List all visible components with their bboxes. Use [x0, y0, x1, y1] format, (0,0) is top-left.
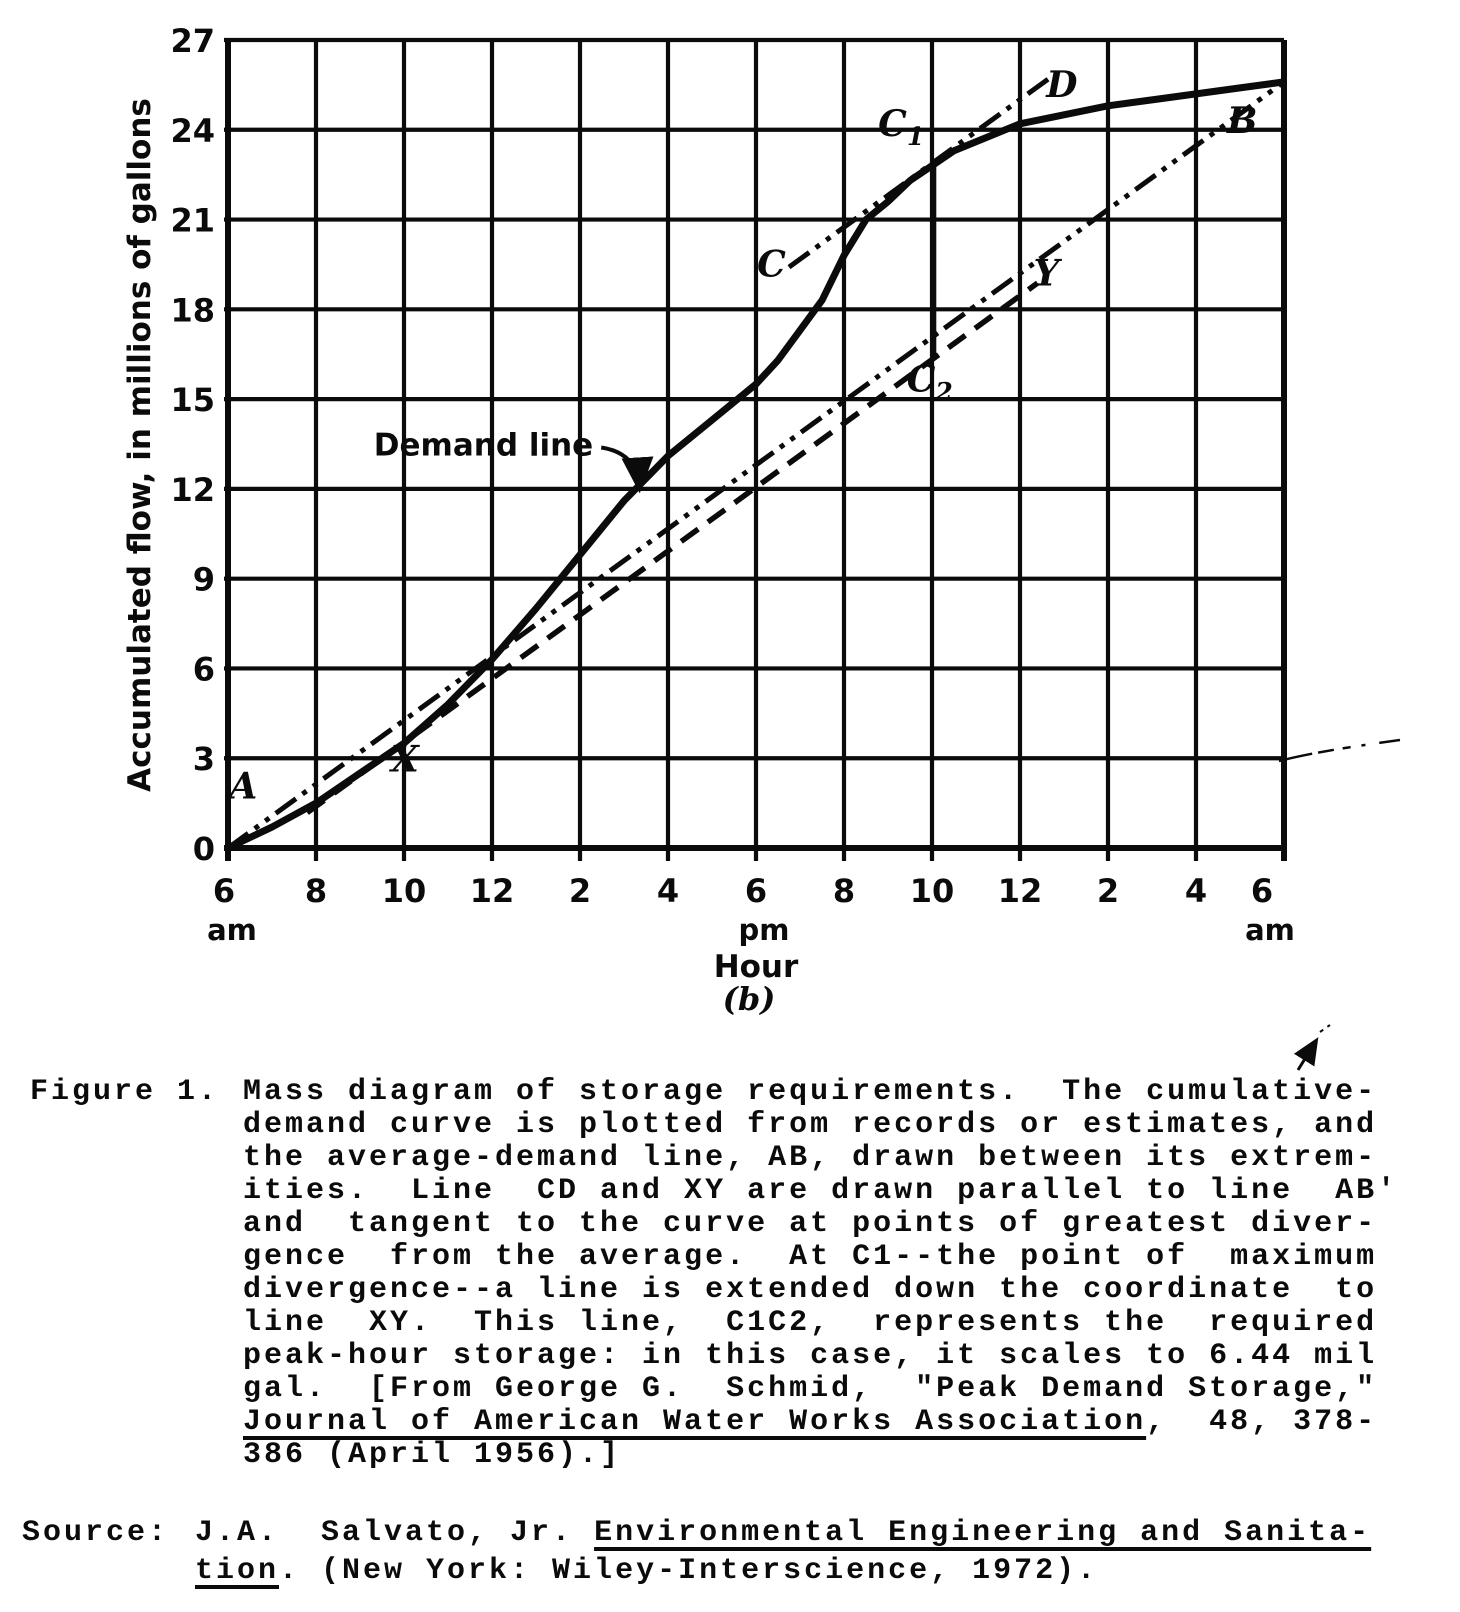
point-label-subscript: 1	[907, 122, 924, 151]
x-tick-label-10: 2	[1097, 872, 1119, 910]
point-label-C1: C1	[878, 103, 924, 151]
x-tick-sublabel-am-0: am	[207, 913, 257, 947]
y-axis-title: Accumulated flow, in millions of gallons	[122, 98, 158, 792]
text-segment: Mass diagram of storage requirements. Th…	[243, 1075, 1378, 1109]
text-segment: peak-hour storage: in this case, it scal…	[243, 1339, 1378, 1373]
y-tick-label-15: 15	[170, 381, 215, 419]
panel-label: (b)	[723, 980, 776, 1018]
text-line: peak-hour storage: in this case, it scal…	[243, 1340, 1398, 1373]
text-segment: gence from the average. At C1--the point…	[243, 1240, 1378, 1274]
text-segment: gal. [From George G. Schmid, "Peak Deman…	[243, 1372, 1378, 1406]
text-line: Mass diagram of storage requirements. Th…	[243, 1076, 1398, 1109]
text-segment: line XY. This line, C1C2, represents the…	[243, 1306, 1378, 1340]
text-segment: demand curve is plotted from records or …	[243, 1108, 1378, 1142]
underlined-text-segment: Journal of American Water Works Associat…	[243, 1405, 1147, 1439]
source-citation-body: J.A. Salvato, Jr. Environmental Engineer…	[195, 1514, 1371, 1590]
underlined-text-segment: Environmental Engineering and Sanita-	[594, 1516, 1372, 1550]
source-citation: Source: J.A. Salvato, Jr. Environmental …	[22, 1514, 1371, 1590]
point-label-C: C	[757, 243, 786, 285]
text-line: ities. Line CD and XY are drawn parallel…	[243, 1175, 1398, 1208]
annotation-arrow	[600, 445, 654, 494]
series-tangent-line-XY	[305, 280, 1040, 815]
source-label: Source:	[22, 1516, 170, 1550]
y-tick-label-6: 6	[193, 650, 215, 688]
text-segment: J.A. Salvato, Jr.	[195, 1516, 595, 1550]
text-line: and tangent to the curve at points of gr…	[243, 1208, 1398, 1241]
y-tick-label-27: 27	[170, 22, 215, 60]
x-tick-sublabel-pm-6: pm	[739, 913, 790, 947]
text-line: divergence--a line is extended down the …	[243, 1274, 1398, 1307]
figure-caption: Figure 1. Mass diagram of storage requir…	[30, 1076, 1398, 1472]
x-tick-label-9: 12	[998, 872, 1043, 910]
series-average-demand-line-AB	[226, 79, 1286, 851]
point-label-X: X	[389, 739, 421, 781]
x-tick-label-8: 10	[910, 872, 955, 910]
x-tick-label-4: 2	[569, 872, 591, 910]
y-tick-label-0: 0	[193, 830, 215, 868]
series-cumulative-demand-curve	[226, 78, 1285, 852]
text-line: gence from the average. At C1--the point…	[243, 1241, 1398, 1274]
x-tick-label-1: 8	[305, 872, 327, 910]
y-tick-label-18: 18	[170, 291, 215, 329]
text-segment: the average-demand line, AB, drawn betwe…	[243, 1141, 1378, 1175]
x-tick-label-12: 6	[1251, 872, 1273, 910]
text-segment: 386 (April 1956).]	[243, 1438, 622, 1472]
point-label-B: B	[1226, 100, 1257, 142]
x-tick-label-3: 12	[470, 872, 515, 910]
x-tick-label-0: 6	[213, 872, 235, 910]
stray-pen-mark-tick	[1319, 1024, 1331, 1033]
x-tick-sublabel-am-12: am	[1245, 913, 1295, 947]
point-label-subscript: 2	[934, 378, 952, 407]
y-tick-label-12: 12	[170, 471, 215, 509]
x-axis-title: Hour	[714, 949, 799, 985]
y-tick-label-21: 21	[170, 202, 215, 240]
text-segment: . (New York: Wiley-Interscience, 1972).	[279, 1554, 1099, 1588]
point-label-D: D	[1045, 64, 1077, 106]
stray-pen-mark	[1293, 1037, 1319, 1071]
demand-line-annotation: Demand line	[374, 427, 593, 463]
underlined-text-segment: tion	[195, 1554, 280, 1588]
x-tick-label-5: 4	[657, 872, 679, 910]
figure-caption-body: Mass diagram of storage requirements. Th…	[243, 1076, 1398, 1472]
text-line: J.A. Salvato, Jr. Environmental Engineer…	[195, 1514, 1371, 1552]
x-tick-label-6: 6	[745, 872, 767, 910]
text-line: 386 (April 1956).]	[243, 1439, 1398, 1472]
text-line: gal. [From George G. Schmid, "Peak Deman…	[243, 1373, 1398, 1406]
x-tick-label-11: 4	[1185, 872, 1207, 910]
point-label-Y: Y	[1034, 252, 1063, 294]
y-tick-label-24: 24	[170, 112, 215, 150]
text-line: line XY. This line, C1C2, represents the…	[243, 1307, 1398, 1340]
y-tick-label-3: 3	[193, 740, 215, 778]
text-segment: and tangent to the curve at points of gr…	[243, 1207, 1378, 1241]
text-segment: ities. Line CD and XY are drawn parallel…	[243, 1174, 1399, 1208]
text-line: the average-demand line, AB, drawn betwe…	[243, 1142, 1398, 1175]
stray-scan-line	[1278, 738, 1401, 763]
x-tick-label-7: 8	[833, 872, 855, 910]
point-label-A: A	[226, 766, 257, 808]
y-tick-label-9: 9	[193, 561, 215, 599]
figure-label: Figure 1.	[30, 1075, 220, 1109]
point-label-C2: C2	[907, 359, 953, 407]
series-tangent-line-CD	[787, 73, 1055, 270]
x-tick-label-2: 10	[382, 872, 427, 910]
text-line: demand curve is plotted from records or …	[243, 1109, 1398, 1142]
text-segment: , 48, 378-	[1146, 1405, 1378, 1439]
text-segment: divergence--a line is extended down the …	[243, 1273, 1378, 1307]
text-line: Journal of American Water Works Associat…	[243, 1406, 1398, 1439]
text-line: tion. (New York: Wiley-Interscience, 197…	[195, 1552, 1371, 1590]
